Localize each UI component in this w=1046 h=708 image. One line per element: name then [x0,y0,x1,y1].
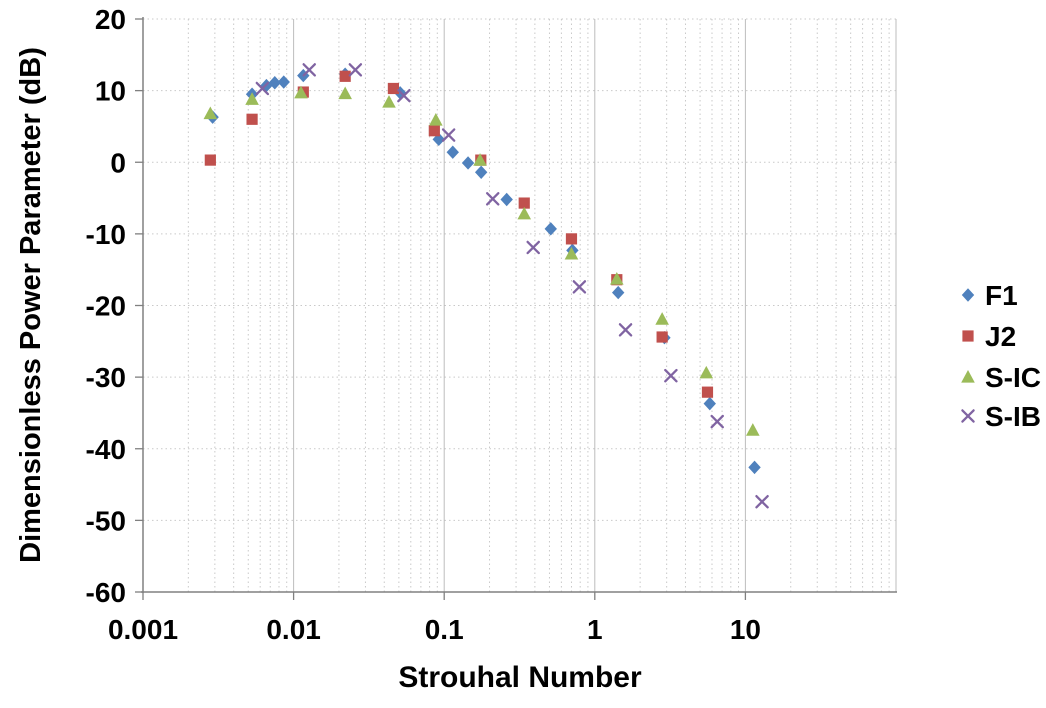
marker-s-ib-stroke [255,81,270,96]
series-s-ic [203,85,760,436]
y-tick-label: 20 [95,4,126,35]
marker-s-ib-stroke [755,495,769,509]
axes [135,17,897,600]
marker-j2 [565,233,578,245]
marker-j2 [339,70,351,82]
marker-f1 [748,460,761,475]
legend-item-s-ic: S-IC [961,362,1041,393]
marker-s-ic [338,86,352,100]
legend: F1 J2 S-IC S-IB [961,280,1041,432]
marker-s-ib [441,128,456,142]
marker-s-ib [710,414,724,429]
marker-s-ib [302,63,316,77]
marker-j2 [518,197,530,209]
marker-s-ib [572,280,587,294]
y-tick-label: -20 [86,291,126,322]
legend-label-j2: J2 [985,321,1016,352]
marker-s-ib-stroke [348,63,363,77]
data-series [203,63,769,509]
legend-item-s-ib: S-IB [961,401,1041,432]
marker-s-ic [699,365,714,379]
marker-f1 [277,75,290,89]
marker-s-ib-stroke [485,192,500,206]
marker-s-ib-stroke [441,128,456,142]
marker-s-ib [348,63,363,77]
marker-s-ic [245,92,259,105]
y-tick-label: 10 [95,76,126,107]
marker-s-ib [397,88,411,103]
legend-item-j2: J2 [962,321,1016,352]
marker-f1 [500,192,513,207]
marker-f1 [474,165,488,179]
marker-f1 [544,222,557,236]
marker-j2 [428,125,440,137]
marker-s-ib [485,192,500,206]
x-tick-label: 0.001 [108,614,178,645]
marker-s-ic [610,271,624,285]
marker-f1 [703,396,716,411]
x-tick-label: 0.01 [266,614,321,645]
marker-f1 [446,145,459,159]
marker-s-ib-stroke [572,280,587,294]
marker-j2 [656,331,668,343]
marker-s-ib-stroke [710,414,724,429]
y-tick-label: -10 [86,219,126,250]
x-tick-label: 1 [587,614,603,645]
marker-s-ib-stroke [526,240,540,255]
y-tick-label: 0 [110,147,126,178]
tick-labels: 20 10 0 -10 -20 -30 -40 -50 -60 0.001 0.01 0.1 1 10 [86,4,761,645]
marker-f1 [611,285,625,300]
marker-s-ic [203,106,218,120]
legend-marker-j2 [962,330,974,342]
gridlines [143,18,897,592]
legend-marker-f1 [961,288,975,302]
legend-marker-s-ib [961,409,975,423]
marker-j2 [204,154,216,166]
series-s-ib [255,63,769,509]
marker-j2 [246,113,258,125]
marker-s-ic [517,206,532,220]
marker-s-ic [429,112,443,126]
marker-s-ib [664,368,678,383]
legend-label-f1: F1 [985,280,1018,311]
marker-s-ib [618,323,633,337]
legend-label-s-ib: S-IB [985,401,1041,432]
y-tick-label: -30 [86,362,126,393]
marker-s-ic [473,153,487,166]
x-axis-title: Strouhal Number [398,661,642,694]
marker-j2 [701,386,714,398]
marker-s-ib [526,240,540,255]
marker-s-ib-stroke [664,368,678,383]
marker-f1 [268,76,281,90]
y-tick-label: -60 [86,577,126,608]
y-tick-label: -40 [86,434,126,465]
marker-f1 [461,156,475,170]
marker-s-ic [746,423,760,436]
marker-s-ic [655,312,669,325]
y-axis-title: Dimensionless Power Parameter (dB) [15,47,47,563]
marker-j2 [387,82,400,95]
marker-s-ic [382,95,396,108]
legend-item-f1: F1 [961,280,1018,311]
marker-s-ib-stroke [397,88,411,103]
x-tick-label: 10 [730,614,761,645]
legend-marker-s-ib-stroke [961,409,975,423]
marker-s-ic [564,246,579,260]
marker-s-ib [755,495,769,509]
marker-s-ib [255,81,270,96]
marker-s-ib-stroke [618,323,633,337]
legend-marker-s-ic [961,370,975,383]
marker-s-ib-stroke [302,63,316,77]
legend-label-s-ic: S-IC [985,362,1041,393]
y-tick-label: -50 [86,505,126,536]
x-tick-label: 0.1 [425,614,464,645]
marker-s-ic [294,85,308,99]
